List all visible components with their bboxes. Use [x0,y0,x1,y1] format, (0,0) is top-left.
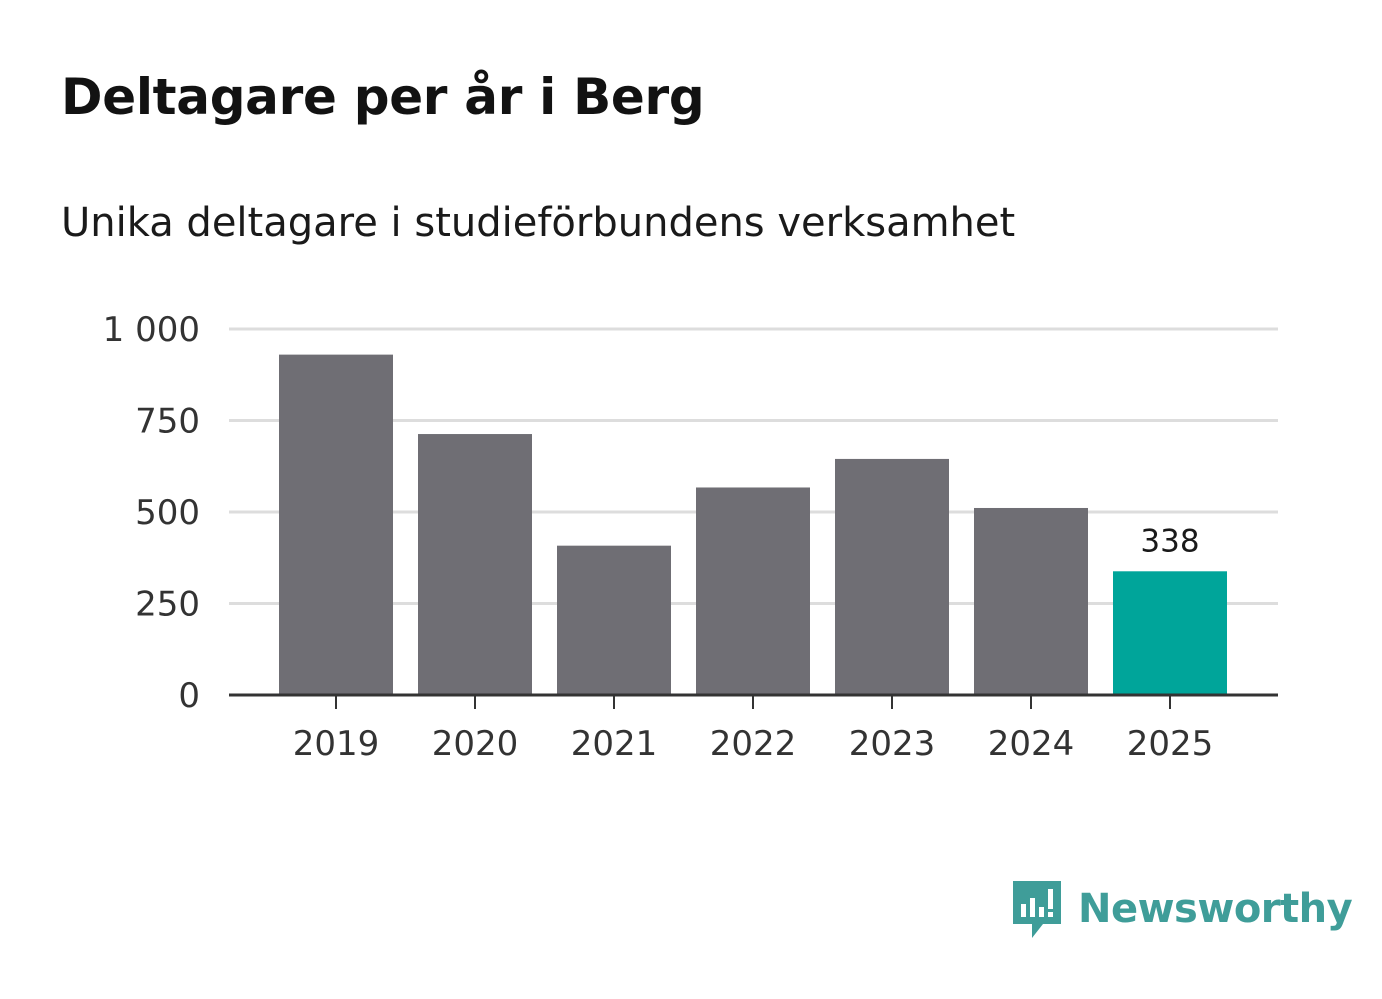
bar-2024 [974,507,1088,695]
x-tick-label: 2024 [988,724,1075,764]
brand-logo: Newsworthy [1010,878,1353,940]
chart-subtitle: Unika deltagare i studieförbundens verks… [61,200,1016,246]
x-tick-label: 2022 [710,724,797,764]
x-tick-label: 2023 [849,724,936,764]
x-tick-label: 2021 [571,724,658,764]
newsworthy-logo-icon [1013,881,1061,938]
y-tick-label: 0 [178,676,200,716]
y-tick-label: 1 000 [103,310,200,350]
chart-title: Deltagare per år i Berg [61,68,705,126]
bar-2023 [835,458,949,695]
data-label: 338 [1140,523,1199,559]
y-tick-label: 500 [135,493,200,533]
bar-2021 [557,545,671,695]
bar-2019 [279,354,393,695]
y-tick-label: 250 [135,585,200,625]
bar-2022 [696,487,810,695]
x-tick-label: 2025 [1127,724,1214,764]
y-tick-label: 750 [135,402,200,442]
x-tick-label: 2020 [432,724,519,764]
brand-name: Newsworthy [1078,886,1353,932]
bar-2020 [418,434,532,695]
x-tick-label: 2019 [293,724,380,764]
bar-2025 [1113,571,1227,695]
